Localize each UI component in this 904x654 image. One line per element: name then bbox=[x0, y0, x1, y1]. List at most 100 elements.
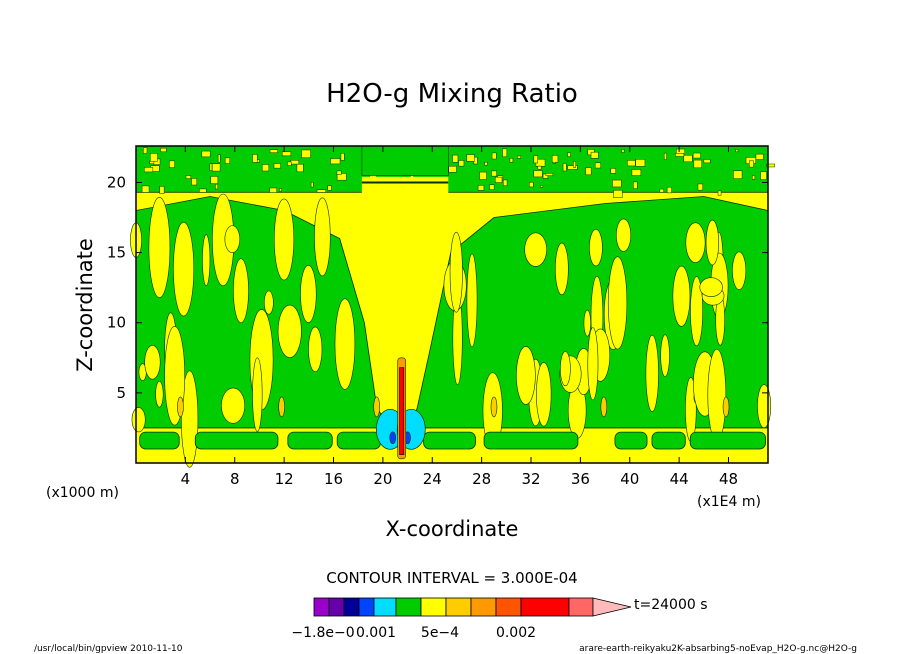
upper-layer-patch bbox=[290, 160, 300, 165]
upper-layer-patch bbox=[340, 153, 345, 161]
moist-cell bbox=[177, 396, 184, 418]
upper-layer-patch bbox=[489, 184, 495, 190]
surface-moist-band bbox=[483, 431, 579, 450]
dry-filament bbox=[690, 276, 703, 347]
upper-layer-patch bbox=[760, 171, 767, 180]
upper-layer-patch bbox=[330, 158, 341, 165]
dry-filament bbox=[732, 251, 747, 290]
dry-filament bbox=[277, 304, 302, 358]
upper-layer-patch bbox=[693, 159, 702, 169]
upper-layer-patch bbox=[336, 173, 347, 181]
dry-filament bbox=[181, 370, 199, 468]
moist-cell bbox=[373, 396, 381, 418]
upper-layer-patch bbox=[310, 182, 314, 188]
upper-layer-patch bbox=[211, 163, 221, 172]
chart-title: H2O-g Mixing Ratio bbox=[326, 79, 578, 109]
colorbar-cell bbox=[343, 597, 360, 617]
upper-layer-patch bbox=[752, 175, 756, 180]
colorbar-cell bbox=[568, 597, 594, 617]
upper-layer-patch bbox=[749, 160, 754, 168]
dry-filament bbox=[144, 344, 161, 380]
upper-layer-patch bbox=[540, 185, 544, 188]
upper-layer-patch bbox=[594, 162, 601, 169]
dry-filament bbox=[583, 309, 591, 337]
upper-layer-patch bbox=[215, 183, 219, 190]
upper-layer-patch bbox=[269, 149, 278, 153]
footer-left: /usr/local/bin/gpview 2010-11-10 bbox=[34, 644, 183, 654]
upper-layer-patch bbox=[296, 163, 304, 173]
upper-layer-patch bbox=[141, 185, 150, 193]
colorbar-cell bbox=[373, 597, 397, 617]
upper-layer-patch bbox=[735, 149, 739, 153]
colorbar bbox=[313, 597, 632, 617]
dry-filament bbox=[554, 242, 569, 296]
colorbar-cell bbox=[313, 597, 330, 617]
x-tick-label: 28 bbox=[472, 470, 491, 488]
core-updraft bbox=[399, 367, 405, 455]
upper-layer-patch bbox=[567, 152, 571, 157]
x-tick-label: 48 bbox=[719, 470, 738, 488]
upper-layer-patch bbox=[529, 182, 534, 188]
upper-layer-patch bbox=[502, 148, 508, 158]
colorbar-label: 0.001 bbox=[356, 625, 396, 641]
y-tick-label: 5 bbox=[116, 384, 126, 402]
dry-filament bbox=[148, 197, 171, 298]
upper-layer-patch bbox=[210, 176, 219, 184]
upper-layer-patch bbox=[517, 155, 521, 159]
x-tick-label: 16 bbox=[324, 470, 343, 488]
surface-moist-band bbox=[651, 431, 686, 450]
dry-filament bbox=[173, 221, 195, 317]
upper-layer-patch bbox=[261, 164, 270, 172]
dry-filament bbox=[252, 357, 263, 432]
dry-filament bbox=[607, 256, 628, 350]
x-tick-label: 32 bbox=[521, 470, 540, 488]
upper-layer-patch bbox=[585, 167, 592, 176]
dry-filament bbox=[536, 362, 552, 427]
x-tick-label: 4 bbox=[181, 470, 191, 488]
upper-layer-patch bbox=[217, 154, 221, 163]
upper-layer-patch bbox=[621, 149, 625, 153]
upper-layer-patch bbox=[633, 181, 638, 189]
upper-layer-patch bbox=[542, 173, 549, 179]
upper-layer-patch bbox=[590, 151, 599, 159]
dry-filament bbox=[449, 231, 463, 313]
upper-layer-patch bbox=[491, 152, 497, 160]
colorbar-cell bbox=[470, 597, 497, 617]
upper-layer-patch bbox=[766, 163, 775, 168]
upper-layer-patch bbox=[336, 170, 342, 175]
dry-filament bbox=[524, 232, 548, 267]
upper-layer-patch bbox=[610, 168, 617, 174]
upper-layer-patch bbox=[484, 161, 488, 166]
moist-cell bbox=[600, 396, 608, 418]
dry-filament bbox=[707, 348, 727, 442]
upper-layer-patch bbox=[477, 185, 485, 191]
upper-layer-patch bbox=[160, 147, 167, 153]
upper-layer-patch bbox=[279, 188, 282, 192]
dry-filament bbox=[560, 351, 571, 387]
colorbar-cell bbox=[420, 597, 447, 617]
dry-filament bbox=[589, 229, 603, 267]
time-label: t=24000 s bbox=[634, 597, 708, 613]
upper-layer-patch bbox=[537, 165, 542, 170]
upper-layer-patch bbox=[185, 175, 192, 179]
upper-layer-gap bbox=[361, 176, 449, 197]
dry-filament bbox=[685, 222, 706, 263]
upper-layer-patch bbox=[533, 170, 543, 178]
upper-layer-patch bbox=[666, 186, 672, 194]
upper-layer-patch bbox=[631, 169, 642, 176]
x-tick-label: 44 bbox=[670, 470, 689, 488]
dry-filament bbox=[757, 384, 772, 429]
upper-layer-patch bbox=[282, 151, 292, 157]
dry-filament bbox=[672, 265, 691, 327]
upper-layer-patch bbox=[683, 154, 693, 163]
dry-filament bbox=[202, 234, 211, 286]
upper-layer-patch bbox=[273, 163, 281, 169]
y-tick-label: 20 bbox=[107, 173, 126, 191]
dry-filament bbox=[466, 253, 478, 348]
footer-right: arare-earth-reikyaku2K-absarbing5-noEvap… bbox=[579, 644, 857, 654]
upper-layer-top-strip bbox=[361, 145, 449, 176]
upper-layer-patch bbox=[663, 152, 667, 160]
upper-layer-patch bbox=[613, 190, 623, 198]
upper-layer-patch bbox=[287, 161, 292, 166]
dry-filament bbox=[587, 327, 599, 401]
